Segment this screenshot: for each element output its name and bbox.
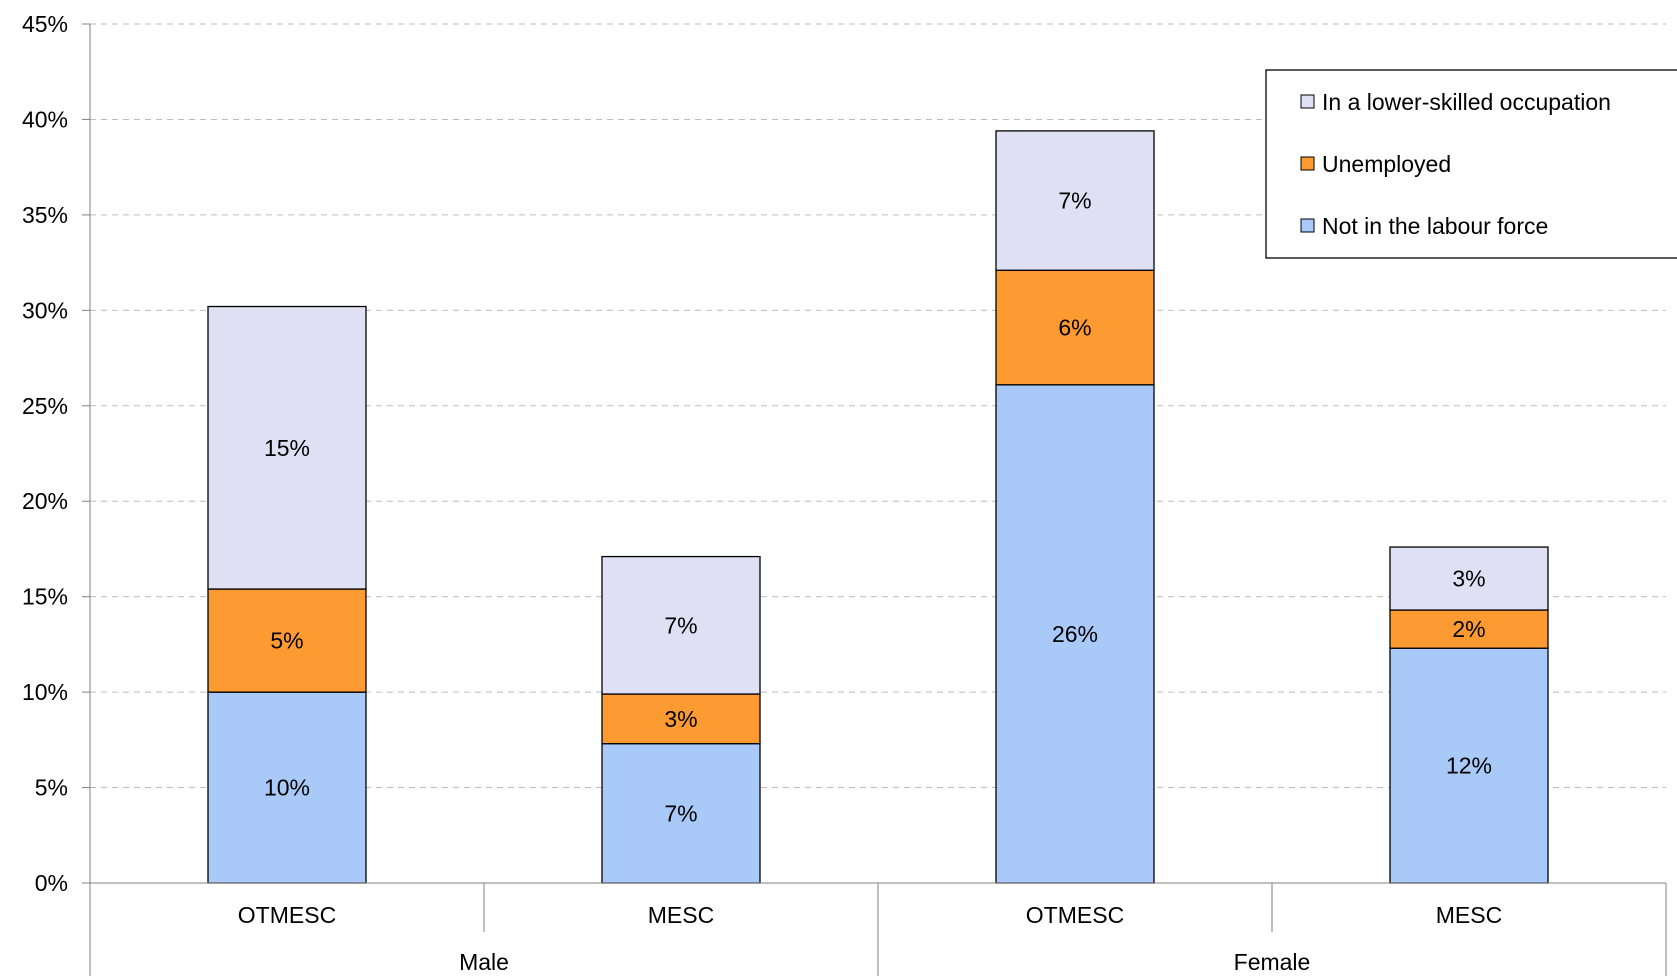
y-tick-label: 10% [22,679,68,705]
y-tick-label: 25% [22,393,68,419]
y-tick-label: 45% [22,11,68,37]
legend-label: In a lower-skilled occupation [1322,89,1611,115]
x-category-label: OTMESC [1026,902,1124,928]
data-label: 6% [1058,315,1091,341]
x-category-label: OTMESC [238,902,336,928]
bar-segment [207,305,367,590]
y-tick-label: 15% [22,584,68,610]
bar-segment [995,269,1155,386]
legend-swatch [1300,218,1315,233]
bar-segment [207,691,367,884]
data-label: 3% [664,706,697,732]
bar-segment [995,130,1155,271]
y-tick-label: 40% [22,106,68,132]
legend: In a lower-skilled occupation Unemployed N… [1265,69,1677,259]
axes [82,23,1667,976]
y-tick-label: 20% [22,488,68,514]
bar-segment [601,693,761,745]
data-label: 15% [264,435,310,461]
data-label: 10% [264,775,310,801]
y-axis-tick-labels: 0% 5% 10% 15% 20% 25% 30% 35% 40% 45% [22,11,68,896]
legend-swatch [1300,156,1315,171]
bars [207,130,1549,884]
data-label: 7% [1058,188,1091,214]
bar-segment [1389,609,1549,649]
data-label: 7% [664,612,697,638]
bar-segment [1389,546,1549,611]
y-tick-label: 0% [35,870,68,896]
bar-segment [601,743,761,884]
data-label: 12% [1446,753,1492,779]
bar-segment [1389,647,1549,884]
x-category-label: MESC [1436,902,1502,928]
bar-segment [601,555,761,695]
y-tick-label: 5% [35,775,68,801]
y-tick-label: 35% [22,202,68,228]
legend-swatch [1300,94,1315,109]
y-tick-label: 30% [22,297,68,323]
x-group-label: Male [459,949,509,975]
data-label: 3% [1452,566,1485,592]
x-group-label: Female [1234,949,1311,975]
legend-label: Unemployed [1322,151,1451,177]
data-labels: 10% 5% 15% 7% 3% 7% 26% 6% 7% 12% 2% 3% [264,188,1492,827]
data-label: 7% [664,800,697,826]
data-label: 26% [1052,621,1098,647]
legend-label: Not in the labour force [1322,213,1548,239]
legend-box [1265,69,1677,259]
bar-segment [995,384,1155,884]
x-category-label: MESC [648,902,714,928]
x-axis-labels: OTMESC MESC OTMESC MESC Male Female [238,902,1502,975]
data-label: 2% [1452,616,1485,642]
data-label: 5% [270,628,303,654]
